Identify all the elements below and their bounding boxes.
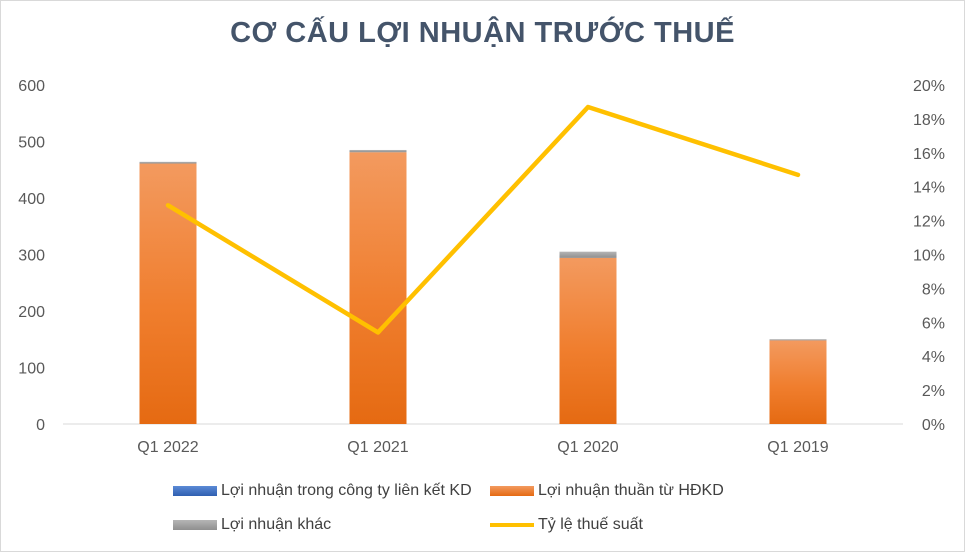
y-tick-label: 0	[36, 417, 45, 434]
x-tick-label: Q1 2021	[347, 439, 408, 456]
chart-title: CƠ CẤU LỢI NHUẬN TRƯỚC THUẾ	[230, 17, 735, 49]
y2-tick-label: 18%	[913, 112, 945, 129]
y-tick-label: 500	[18, 135, 45, 152]
legend-swatch-orange	[490, 486, 534, 496]
bar-segment-1-1	[349, 152, 407, 425]
x-tick-label: Q1 2022	[137, 439, 198, 456]
y2-tick-label: 10%	[913, 248, 945, 265]
legend-swatch-line	[490, 523, 534, 527]
legend-item-khac: Lợi nhuận khác	[173, 516, 331, 534]
y2-tick-label: 20%	[913, 78, 945, 95]
bar-segment-1-3	[769, 340, 827, 424]
y2-tick-label: 14%	[913, 180, 945, 197]
bar-segment-1-0	[139, 163, 197, 424]
y-tick-label: 200	[18, 304, 45, 321]
y2-tick-label: 0%	[922, 417, 945, 434]
x-tick-label: Q1 2020	[557, 439, 618, 456]
y-tick-label: 600	[18, 78, 45, 95]
bar-segment-2-3	[769, 339, 827, 341]
y-tick-label: 100	[18, 361, 45, 378]
y2-tick-label: 2%	[922, 383, 945, 400]
y-tick-label: 400	[18, 191, 45, 208]
bar-segment-2-0	[139, 161, 197, 164]
legend-label: Lợi nhuận khác	[221, 516, 332, 533]
legend-label: Lợi nhuận trong công ty liên kết KD	[221, 482, 472, 499]
legend-item-hdkd: Lợi nhuận thuần từ HĐKD	[490, 482, 724, 500]
bar-segment-2-2	[559, 251, 617, 258]
legend-label: Tỷ lệ thuế suất	[538, 516, 643, 533]
legend-item-thue-suat: Tỷ lệ thuế suất	[490, 516, 643, 534]
legend-swatch-blue	[173, 486, 217, 496]
line-series-tax-rate	[165, 104, 801, 335]
y-tick-label: 300	[18, 248, 45, 265]
bar-segment-1-2	[559, 257, 617, 424]
y2-tick-label: 16%	[913, 146, 945, 163]
y2-tick-label: 8%	[922, 281, 945, 298]
x-tick-label: Q1 2019	[767, 439, 828, 456]
legend-swatch-gray	[173, 520, 217, 530]
legend-label: Lợi nhuận thuần từ HĐKD	[538, 482, 724, 499]
y2-tick-label: 4%	[922, 349, 945, 366]
bar-segment-2-1	[349, 149, 407, 153]
y2-tick-label: 6%	[922, 315, 945, 332]
legend-item-lien-ket: Lợi nhuận trong công ty liên kết KD	[173, 482, 472, 500]
y2-tick-label: 12%	[913, 214, 945, 231]
